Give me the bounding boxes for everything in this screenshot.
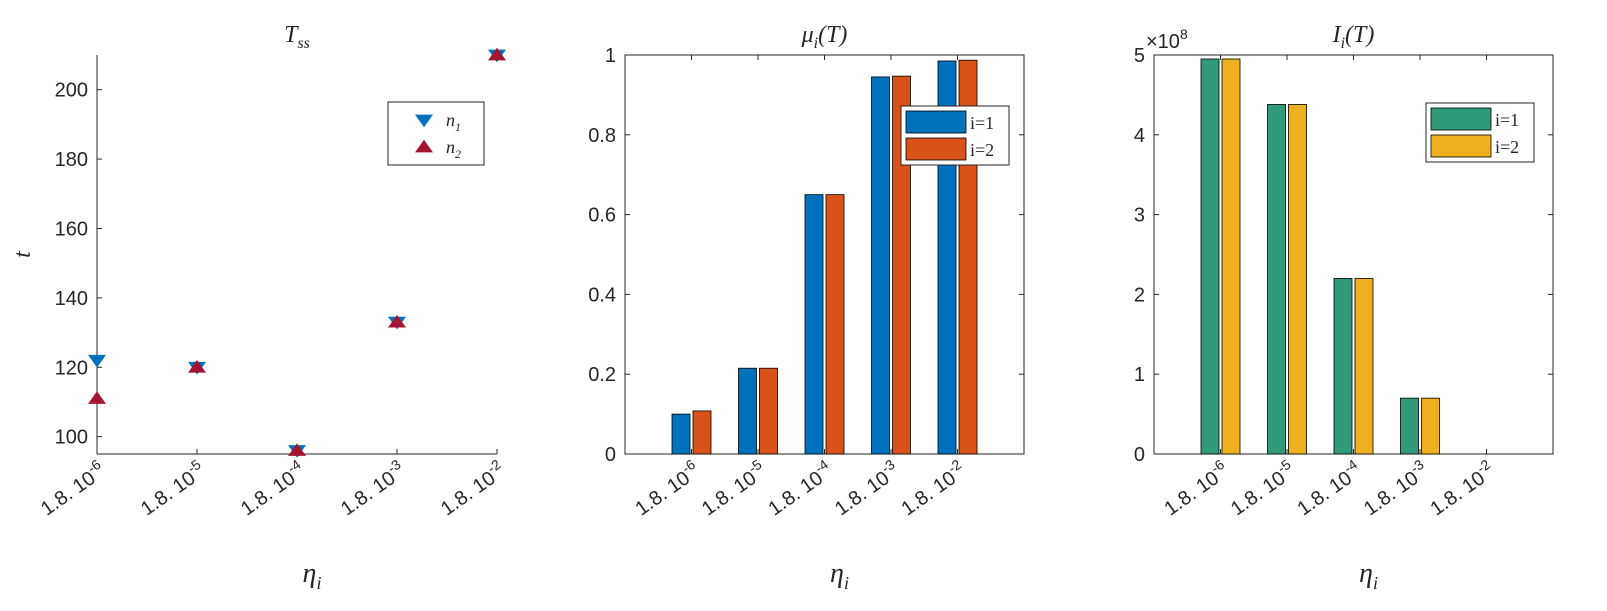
bar-i=1-4 bbox=[1400, 397, 1419, 455]
legend-label: i=2 bbox=[970, 140, 994, 160]
chart-1: 100 120 140 160 180 200 1.8. 10-6 1.8. 10-5 1.8.… bbox=[10, 22, 510, 593]
x-tick-label: 1.8. 10-4 bbox=[234, 456, 310, 520]
x-tick-label: 1.8. 10-6 bbox=[1158, 456, 1234, 520]
marker-n2-4 bbox=[388, 314, 406, 328]
legend-swatch-i=2 bbox=[1430, 134, 1492, 158]
bar-i=2-3 bbox=[1354, 278, 1374, 455]
chart-title: Ii(T) bbox=[1332, 22, 1375, 52]
legend-label: i=1 bbox=[970, 113, 994, 133]
y-tick-label: 5 bbox=[1134, 45, 1145, 67]
chart-title: Tss bbox=[284, 22, 310, 52]
y-tick-label: 2 bbox=[1134, 284, 1145, 306]
marker-n2-1 bbox=[88, 391, 106, 404]
bar-i=2-1 bbox=[1221, 58, 1241, 455]
y-tick-label: 100 bbox=[55, 427, 88, 449]
marker-n1-1 bbox=[88, 354, 106, 368]
bar-i=2-4 bbox=[1421, 397, 1440, 455]
y-tick-label: 120 bbox=[55, 357, 88, 379]
x-tick-label: 1.8. 10-6 bbox=[34, 456, 110, 520]
legend-marker-n1 bbox=[415, 114, 433, 128]
legend-label: n1 bbox=[446, 110, 461, 134]
y-tick-label: 180 bbox=[55, 149, 88, 171]
x-tick-label: 1.8. 10-5 bbox=[695, 456, 771, 520]
bar-i=2-4 bbox=[892, 75, 911, 455]
bar-i=2-1 bbox=[692, 410, 712, 455]
legend-swatch-i=1 bbox=[905, 110, 967, 134]
y-tick-label: 160 bbox=[55, 218, 88, 240]
bar-i=1-3 bbox=[1333, 278, 1353, 455]
x-tick-label: 1.8. 10-6 bbox=[629, 456, 705, 520]
y-exponent-label: ×108 bbox=[1146, 26, 1188, 53]
x-tick-label: 1.8. 10-5 bbox=[1224, 456, 1300, 520]
bar-i=1-3 bbox=[804, 194, 824, 455]
y-tick-label: 1 bbox=[605, 45, 616, 67]
legend-marker-n2 bbox=[415, 139, 433, 153]
y-tick-label: 0.8 bbox=[588, 125, 616, 147]
legend-label: n2 bbox=[446, 137, 461, 161]
x-tick-label: 1.8. 10-2 bbox=[1424, 456, 1500, 520]
y-tick-label: 0.2 bbox=[588, 364, 616, 386]
y-tick-label: 3 bbox=[1134, 205, 1145, 227]
marker-n2-2 bbox=[188, 360, 206, 373]
y-tick-label: 0 bbox=[1134, 444, 1145, 466]
chart-2: 00.20.40.60.811.8. 10-61.8. 10-51.8. 10-… bbox=[588, 22, 1025, 593]
bar-i=1-4 bbox=[871, 76, 890, 455]
x-tick-label: 1.8. 10-3 bbox=[334, 456, 410, 520]
y-tick-label: 4 bbox=[1134, 125, 1145, 147]
y-tick-label: 200 bbox=[55, 80, 88, 102]
bar-i=2-2 bbox=[759, 367, 778, 455]
bar-i=2-2 bbox=[1288, 104, 1307, 455]
x-tick-label: 1.8. 10-3 bbox=[1357, 456, 1433, 520]
marker-n2-3 bbox=[288, 443, 306, 456]
marker-n2-5 bbox=[488, 47, 506, 61]
legend-label: i=2 bbox=[1495, 137, 1519, 157]
bar-i=1-1 bbox=[1200, 58, 1220, 455]
x-tick-label: 1.8. 10-4 bbox=[1291, 456, 1367, 520]
x-tick-label: 1.8. 10-2 bbox=[895, 456, 971, 520]
x-tick-label: 1.8. 10-2 bbox=[434, 456, 510, 520]
y-tick-label: 1 bbox=[1134, 364, 1145, 386]
x-axis-label: ηi bbox=[303, 558, 322, 593]
x-tick-label: 1.8. 10-5 bbox=[134, 456, 210, 520]
y-tick-label: 140 bbox=[55, 288, 88, 310]
x-tick-label: 1.8. 10-3 bbox=[828, 456, 904, 520]
bar-i=1-1 bbox=[671, 413, 691, 455]
bar-i=1-2 bbox=[1267, 104, 1286, 455]
bar-i=1-2 bbox=[738, 367, 757, 455]
y-tick-label: 0 bbox=[605, 444, 616, 466]
x-tick-label: 1.8. 10-4 bbox=[762, 456, 838, 520]
y-axis-label: t bbox=[10, 250, 36, 258]
x-axis-label: ηi bbox=[830, 558, 849, 593]
y-tick-label: 0.4 bbox=[588, 284, 616, 306]
legend-swatch-i=2 bbox=[905, 137, 967, 161]
chart-title: μi(T) bbox=[801, 22, 848, 52]
y-tick-label: 0.6 bbox=[588, 205, 616, 227]
bar-i=2-3 bbox=[825, 194, 845, 455]
x-axis-label: ηi bbox=[1359, 558, 1378, 593]
legend-label: i=1 bbox=[1495, 110, 1519, 130]
legend-swatch-i=1 bbox=[1430, 107, 1492, 131]
legend-box bbox=[387, 101, 485, 166]
